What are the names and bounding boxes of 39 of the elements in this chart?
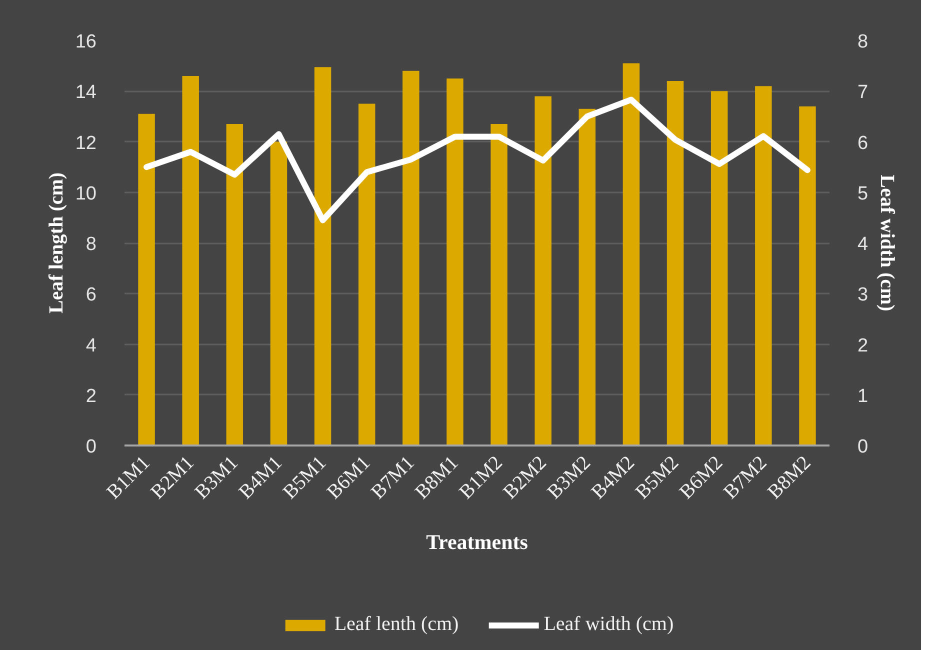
bar	[270, 142, 288, 446]
y2-tick-label: 2	[858, 335, 868, 356]
y-tick-label: 10	[75, 183, 97, 204]
bar	[182, 76, 199, 446]
y2-tick-label: 3	[858, 284, 868, 306]
y2-tick-label: 7	[858, 82, 868, 104]
bar	[358, 104, 376, 446]
y-tick-label: 16	[75, 32, 97, 52]
y2-tick-label: 0	[858, 436, 868, 458]
y-tick-label: 8	[86, 234, 97, 255]
bar	[490, 124, 508, 446]
y2-tick-label: 5	[858, 183, 868, 204]
bar	[226, 124, 244, 446]
bar	[755, 86, 772, 446]
bar	[710, 91, 728, 446]
bar	[534, 96, 552, 446]
bar	[446, 78, 464, 446]
bar	[314, 67, 332, 446]
bar	[138, 114, 155, 446]
bar	[578, 108, 596, 446]
y2-tick-label: 1	[858, 386, 868, 407]
bar	[799, 106, 816, 446]
y-tick-label: 6	[86, 284, 97, 306]
y2-tick-label: 6	[858, 132, 868, 154]
y-tick-label: 12	[75, 132, 97, 154]
y2-tick-label: 4	[858, 234, 868, 255]
bar	[622, 63, 640, 446]
y-axis-title: Leaf length (cm)	[45, 172, 68, 314]
y2-tick-label: 8	[858, 32, 868, 52]
legend-label: Leaf width (cm)	[544, 613, 674, 636]
bar	[402, 70, 420, 446]
legend-label: Leaf lenth (cm)	[334, 613, 459, 636]
y-tick-label: 14	[75, 82, 97, 104]
y-tick-label: 4	[86, 335, 97, 356]
y2-axis-title: Leaf width (cm)	[876, 174, 898, 312]
bar	[666, 81, 684, 446]
x-axis-title: Treatments	[426, 530, 528, 554]
y-tick-label: 2	[86, 386, 97, 407]
y-tick-label: 0	[86, 436, 97, 458]
